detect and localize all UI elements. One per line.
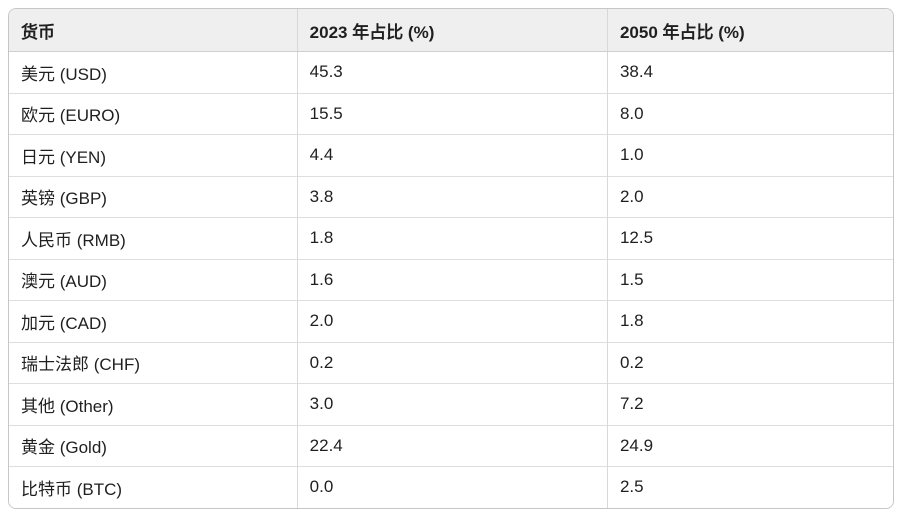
- share-2023-cell: 45.3: [296, 51, 608, 93]
- table-row: 瑞士法郎 (CHF) 0.2 0.2: [9, 341, 893, 384]
- currency-cell: 瑞士法郎 (CHF): [9, 341, 298, 384]
- share-2050-cell: 24.9: [606, 424, 893, 467]
- share-2023-cell: 1.6: [296, 258, 608, 301]
- share-2050-cell: 7.2: [606, 383, 893, 425]
- table-header: 货币 2023 年占比 (%) 2050 年占比 (%): [9, 9, 893, 52]
- table-row: 日元 (YEN) 4.4 1.0: [9, 134, 893, 176]
- currency-cell: 日元 (YEN): [9, 134, 298, 176]
- share-2023-cell: 2.0: [296, 300, 608, 342]
- table-row: 美元 (USD) 45.3 38.4: [9, 51, 893, 93]
- table-row: 欧元 (EURO) 15.5 8.0: [9, 92, 893, 135]
- share-2023-cell: 3.8: [296, 175, 608, 218]
- header-row: 货币 2023 年占比 (%) 2050 年占比 (%): [9, 9, 893, 52]
- share-2050-cell: 12.5: [606, 217, 893, 259]
- share-2050-cell: 2.0: [606, 175, 893, 218]
- share-2023-cell: 0.0: [296, 466, 608, 508]
- currency-cell: 比特币 (BTC): [9, 466, 298, 508]
- share-2050-cell: 1.5: [606, 258, 893, 301]
- column-header-currency: 货币: [9, 9, 298, 52]
- currency-cell: 加元 (CAD): [9, 300, 298, 342]
- share-2023-cell: 15.5: [296, 92, 608, 135]
- share-2023-cell: 1.8: [296, 217, 608, 259]
- currency-cell: 澳元 (AUD): [9, 258, 298, 301]
- column-header-2050-share: 2050 年占比 (%): [606, 9, 893, 52]
- share-2050-cell: 1.8: [606, 300, 893, 342]
- share-2050-cell: 8.0: [606, 92, 893, 135]
- table-row: 人民币 (RMB) 1.8 12.5: [9, 217, 893, 259]
- column-header-2023-share: 2023 年占比 (%): [296, 9, 608, 52]
- currency-cell: 欧元 (EURO): [9, 92, 298, 135]
- currency-share-table: 货币 2023 年占比 (%) 2050 年占比 (%) 美元 (USD) 45…: [8, 8, 894, 509]
- share-2023-cell: 22.4: [296, 424, 608, 467]
- share-2023-cell: 4.4: [296, 134, 608, 176]
- table-row: 其他 (Other) 3.0 7.2: [9, 383, 893, 425]
- data-table: 货币 2023 年占比 (%) 2050 年占比 (%) 美元 (USD) 45…: [9, 9, 893, 508]
- currency-cell: 其他 (Other): [9, 383, 298, 425]
- share-2050-cell: 2.5: [606, 466, 893, 508]
- share-2023-cell: 0.2: [296, 341, 608, 384]
- table-row: 黄金 (Gold) 22.4 24.9: [9, 424, 893, 467]
- share-2023-cell: 3.0: [296, 383, 608, 425]
- currency-cell: 美元 (USD): [9, 51, 298, 93]
- share-2050-cell: 0.2: [606, 341, 893, 384]
- table-body: 美元 (USD) 45.3 38.4 欧元 (EURO) 15.5 8.0 日元…: [9, 51, 893, 508]
- table-row: 比特币 (BTC) 0.0 2.5: [9, 466, 893, 508]
- table-row: 加元 (CAD) 2.0 1.8: [9, 300, 893, 342]
- table-row: 澳元 (AUD) 1.6 1.5: [9, 258, 893, 301]
- share-2050-cell: 1.0: [606, 134, 893, 176]
- currency-cell: 黄金 (Gold): [9, 424, 298, 467]
- share-2050-cell: 38.4: [606, 51, 893, 93]
- currency-cell: 英镑 (GBP): [9, 175, 298, 218]
- table-row: 英镑 (GBP) 3.8 2.0: [9, 175, 893, 218]
- currency-cell: 人民币 (RMB): [9, 217, 298, 259]
